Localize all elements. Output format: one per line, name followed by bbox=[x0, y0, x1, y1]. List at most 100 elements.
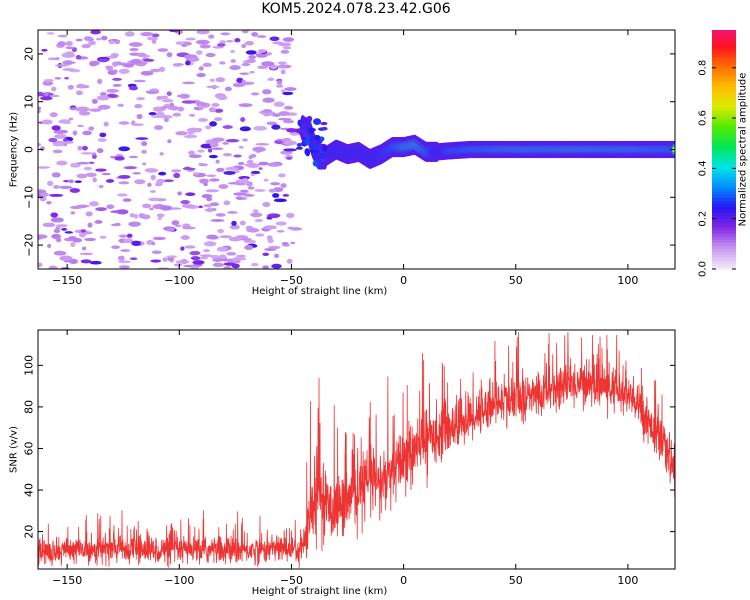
spectrogram-cell bbox=[148, 112, 157, 116]
spectrogram-cell bbox=[226, 251, 237, 256]
snr-plot-frame bbox=[37, 329, 676, 570]
spectrogram-cell bbox=[97, 138, 107, 142]
spectrogram-cell bbox=[136, 113, 143, 120]
colorbar-segment bbox=[712, 182, 736, 186]
spectrogram-cell bbox=[118, 121, 130, 125]
spectrogram-cell bbox=[171, 220, 180, 226]
spectrogram-cell bbox=[57, 129, 68, 134]
spectrogram-cell bbox=[198, 104, 204, 110]
spectrogram-cell bbox=[262, 108, 272, 113]
spectrogram-cell bbox=[200, 143, 213, 149]
colorbar-segment bbox=[712, 161, 736, 166]
snr-x-tick-label: −50 bbox=[280, 574, 303, 587]
spectrogram-x-tick-label: −150 bbox=[52, 274, 82, 287]
spectrogram-cell bbox=[203, 241, 217, 247]
spectrogram-cell bbox=[81, 43, 91, 49]
spectrogram-cell bbox=[68, 258, 79, 265]
snr-y-tick-label: 40 bbox=[23, 483, 36, 497]
spectrogram-cell bbox=[225, 258, 234, 263]
spectrogram-cell bbox=[211, 147, 224, 150]
spectrogram-cell bbox=[205, 52, 216, 58]
spectrogram-cell bbox=[287, 226, 295, 230]
spectrogram-cell bbox=[92, 177, 97, 183]
colorbar-segment bbox=[712, 62, 736, 67]
colorbar-segment bbox=[712, 101, 736, 106]
spectrogram-cell bbox=[118, 265, 131, 269]
spectrogram-cell bbox=[55, 226, 61, 230]
spectrogram-cell bbox=[156, 178, 165, 184]
spectrogram-cell bbox=[183, 134, 198, 139]
spectrogram-cell bbox=[319, 136, 325, 142]
colorbar-segment bbox=[712, 257, 736, 261]
spectrogram-cell bbox=[262, 265, 270, 269]
spectrogram-y-axis-label: Frequency (Hz) bbox=[9, 112, 20, 188]
spectrogram-cell bbox=[57, 34, 68, 38]
colorbar-segment bbox=[712, 68, 736, 73]
spectrogram-cell bbox=[52, 149, 63, 154]
spectrogram-cell bbox=[201, 193, 213, 199]
spectrogram-cell bbox=[50, 212, 58, 218]
spectrogram-cell bbox=[83, 166, 92, 171]
spectrogram-cell bbox=[54, 134, 67, 139]
colorbar-segment bbox=[712, 128, 736, 133]
spectrogram-cell bbox=[54, 76, 62, 80]
spectrogram-cell bbox=[283, 119, 295, 124]
spectrogram-cell bbox=[143, 58, 155, 62]
spectrogram-cell bbox=[106, 66, 114, 71]
spectrogram-cell bbox=[140, 32, 154, 37]
spectrogram-cell bbox=[250, 153, 257, 158]
spectrogram-cell bbox=[216, 167, 225, 173]
snr-plot: −150 −100 −50 0 50 100 20 40 60 80 100 Height of st… bbox=[9, 329, 676, 597]
spectrogram-cell bbox=[175, 131, 188, 136]
spectrogram-cell bbox=[55, 57, 60, 60]
spectrogram-cell bbox=[163, 179, 174, 183]
spectrogram-cell bbox=[96, 95, 110, 101]
spectrogram-cell bbox=[242, 138, 248, 142]
spectrogram-cell bbox=[229, 224, 241, 230]
spectrogram-cell bbox=[51, 172, 61, 178]
spectrogram-cell bbox=[99, 235, 107, 239]
colorbar-segment bbox=[712, 215, 736, 219]
spectrogram-cell bbox=[228, 236, 242, 242]
spectrogram-cell bbox=[218, 254, 227, 260]
spectrogram-cell bbox=[106, 204, 115, 210]
spectrogram-cell bbox=[181, 204, 195, 208]
spectrogram-cell bbox=[43, 79, 55, 82]
colorbar-segment bbox=[712, 155, 736, 160]
spectrogram-cell bbox=[118, 68, 130, 74]
snr-y-axis-label: SNR (v/v) bbox=[9, 426, 20, 473]
spectrogram-cell bbox=[152, 236, 166, 241]
colorbar-segment bbox=[712, 30, 736, 34]
spectrogram-cell bbox=[106, 88, 120, 93]
spectrogram-cell bbox=[211, 103, 220, 107]
spectrogram-cell bbox=[128, 42, 143, 47]
spectrogram-cell bbox=[166, 255, 178, 258]
spectrogram-cell bbox=[267, 162, 281, 167]
colorbar-segment bbox=[712, 47, 736, 52]
spectrogram-cell bbox=[215, 213, 226, 217]
colorbar-segment bbox=[712, 41, 736, 46]
spectrogram-cell bbox=[39, 192, 50, 197]
colorbar-segment bbox=[712, 251, 736, 255]
colorbar-segment bbox=[712, 32, 736, 37]
spectrogram-cell bbox=[81, 246, 87, 251]
spectrogram-cell bbox=[296, 146, 303, 150]
spectrogram-cell bbox=[204, 208, 212, 212]
spectrogram-cell bbox=[281, 241, 289, 245]
spectrogram-cell bbox=[206, 85, 220, 89]
spectrogram-cell bbox=[46, 32, 55, 35]
spectrogram-cell bbox=[67, 84, 74, 90]
spectrogram-cell bbox=[306, 115, 313, 122]
spectrogram-cell bbox=[233, 154, 242, 158]
spectrogram-cell bbox=[246, 58, 256, 64]
spectrogram-cell bbox=[70, 205, 83, 210]
spectrogram-cell bbox=[239, 72, 250, 75]
spectrogram-cell bbox=[208, 34, 215, 39]
spectrogram-cell bbox=[304, 139, 311, 146]
colorbar-segment bbox=[712, 53, 736, 58]
spectrogram-cell bbox=[239, 126, 251, 132]
spectrogram-cell bbox=[61, 61, 76, 65]
spectrogram-cell bbox=[46, 201, 52, 205]
spectrogram-cell bbox=[159, 152, 164, 156]
